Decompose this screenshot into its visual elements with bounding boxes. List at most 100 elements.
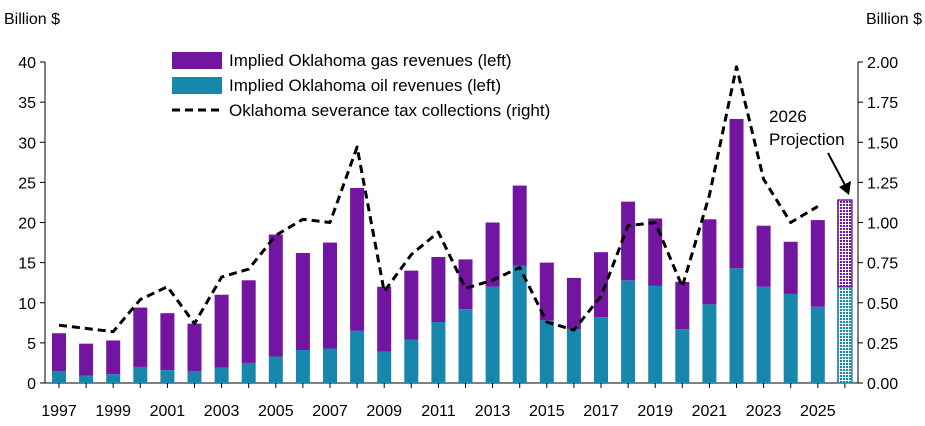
left-tick-label: 15 [18, 256, 36, 273]
bar-gas [350, 187, 365, 331]
x-tick-label: 2007 [312, 403, 348, 420]
bar-gas [323, 242, 337, 349]
bar-oil [160, 370, 175, 383]
left-tick-label: 0 [27, 376, 36, 393]
bar-oil [837, 285, 853, 384]
bar-oil [404, 339, 419, 383]
bar-gas [675, 281, 690, 330]
bar-gas [512, 185, 527, 266]
right-tick-label: 0.00 [867, 376, 898, 393]
bar-oil [675, 329, 690, 383]
bar-oil [187, 370, 202, 383]
bar-gas [702, 219, 717, 305]
bar-gas [133, 307, 148, 367]
projection-label-year: 2026 [769, 107, 807, 126]
bar-gas [106, 340, 121, 375]
bar-oil [295, 350, 310, 383]
bar-gas [241, 280, 256, 363]
x-tick-label: 1999 [95, 403, 131, 420]
x-tick-label: 2003 [204, 403, 240, 420]
bar-oil [512, 265, 527, 383]
x-tick-label: 2001 [150, 403, 186, 420]
x-tick-label: 2025 [800, 403, 836, 420]
bar-oil [323, 348, 337, 383]
bar-oil [377, 351, 392, 383]
bar-gas [756, 225, 771, 287]
bar-oil [594, 317, 608, 383]
bar-gas [837, 199, 853, 288]
bar-oil [133, 366, 148, 383]
left-tick-label: 25 [18, 175, 36, 192]
bar-gas [79, 343, 94, 376]
left-axis-title: Billion $ [4, 11, 60, 28]
left-tick-label: 30 [18, 135, 36, 152]
projection-label-text: Projection [769, 130, 845, 149]
bar-oil [539, 320, 554, 383]
bar-oil [621, 280, 636, 383]
bar-oil [756, 286, 771, 383]
left-tick-label: 5 [27, 336, 36, 353]
legend-label-oil: Implied Oklahoma oil revenues (left) [229, 76, 501, 95]
bar-gas [431, 257, 446, 323]
legend-label-tax: Oklahoma severance tax collections (righ… [229, 101, 550, 120]
plot-area: 05101520253035400.000.250.500.751.001.25… [18, 55, 898, 420]
right-tick-label: 1.75 [867, 95, 898, 112]
legend: Implied Oklahoma gas revenues (left) Imp… [172, 51, 550, 120]
x-tick-label: 2011 [421, 403, 456, 420]
projection-annotation: 2026 Projection [769, 107, 851, 195]
bar-oil [431, 322, 446, 383]
right-tick-label: 0.50 [867, 296, 898, 313]
bar-oil [458, 309, 473, 383]
bar-gas [377, 286, 392, 352]
projection-arrowhead [839, 181, 851, 195]
bar-gas [566, 277, 581, 330]
legend-swatch-gas [172, 52, 222, 69]
bar-gas [648, 218, 663, 286]
bar-oil [566, 329, 581, 383]
legend-label-gas: Implied Oklahoma gas revenues (left) [229, 51, 512, 70]
right-tick-label: 1.00 [867, 216, 898, 233]
bar-gas [539, 262, 554, 321]
left-tick-label: 40 [18, 55, 36, 72]
bar-gas [783, 241, 798, 294]
bar-gas [214, 294, 229, 368]
bar-oil [106, 374, 121, 383]
left-tick-label: 20 [18, 216, 36, 233]
bar-gas [485, 222, 500, 287]
bar-oil [485, 286, 500, 383]
bar-oil [79, 375, 94, 383]
bar-gas [404, 270, 419, 340]
bar-oil [648, 285, 663, 383]
bar-oil [52, 370, 66, 383]
x-tick-label: 2009 [366, 403, 402, 420]
bar-oil [783, 293, 798, 383]
legend-swatch-oil [172, 77, 222, 94]
projection-arrow [827, 152, 847, 188]
x-tick-label: 2015 [529, 403, 565, 420]
bar-oil [702, 304, 717, 383]
right-tick-label: 0.25 [867, 336, 898, 353]
bar-gas [810, 220, 825, 307]
x-tick-label: 2013 [475, 403, 511, 420]
left-tick-label: 35 [18, 95, 36, 112]
bar-gas [52, 333, 66, 371]
bar-oil [810, 306, 825, 383]
right-tick-label: 1.50 [867, 135, 898, 152]
x-tick-label: 1997 [41, 403, 77, 420]
bar-gas [729, 118, 744, 269]
x-tick-label: 2005 [258, 403, 294, 420]
bar-gas [458, 259, 473, 310]
x-tick-label: 2023 [746, 403, 782, 420]
bar-gas [268, 234, 283, 357]
bar-gas [295, 252, 310, 351]
bar-oil [241, 362, 256, 383]
bar-oil [214, 367, 229, 383]
bar-gas [187, 323, 202, 371]
bar-oil [268, 356, 283, 383]
bar-oil [729, 268, 744, 383]
right-axis-title: Billion $ [866, 11, 922, 28]
bar-gas [160, 313, 175, 371]
x-tick-label: 2019 [637, 403, 673, 420]
x-tick-label: 2017 [583, 403, 619, 420]
